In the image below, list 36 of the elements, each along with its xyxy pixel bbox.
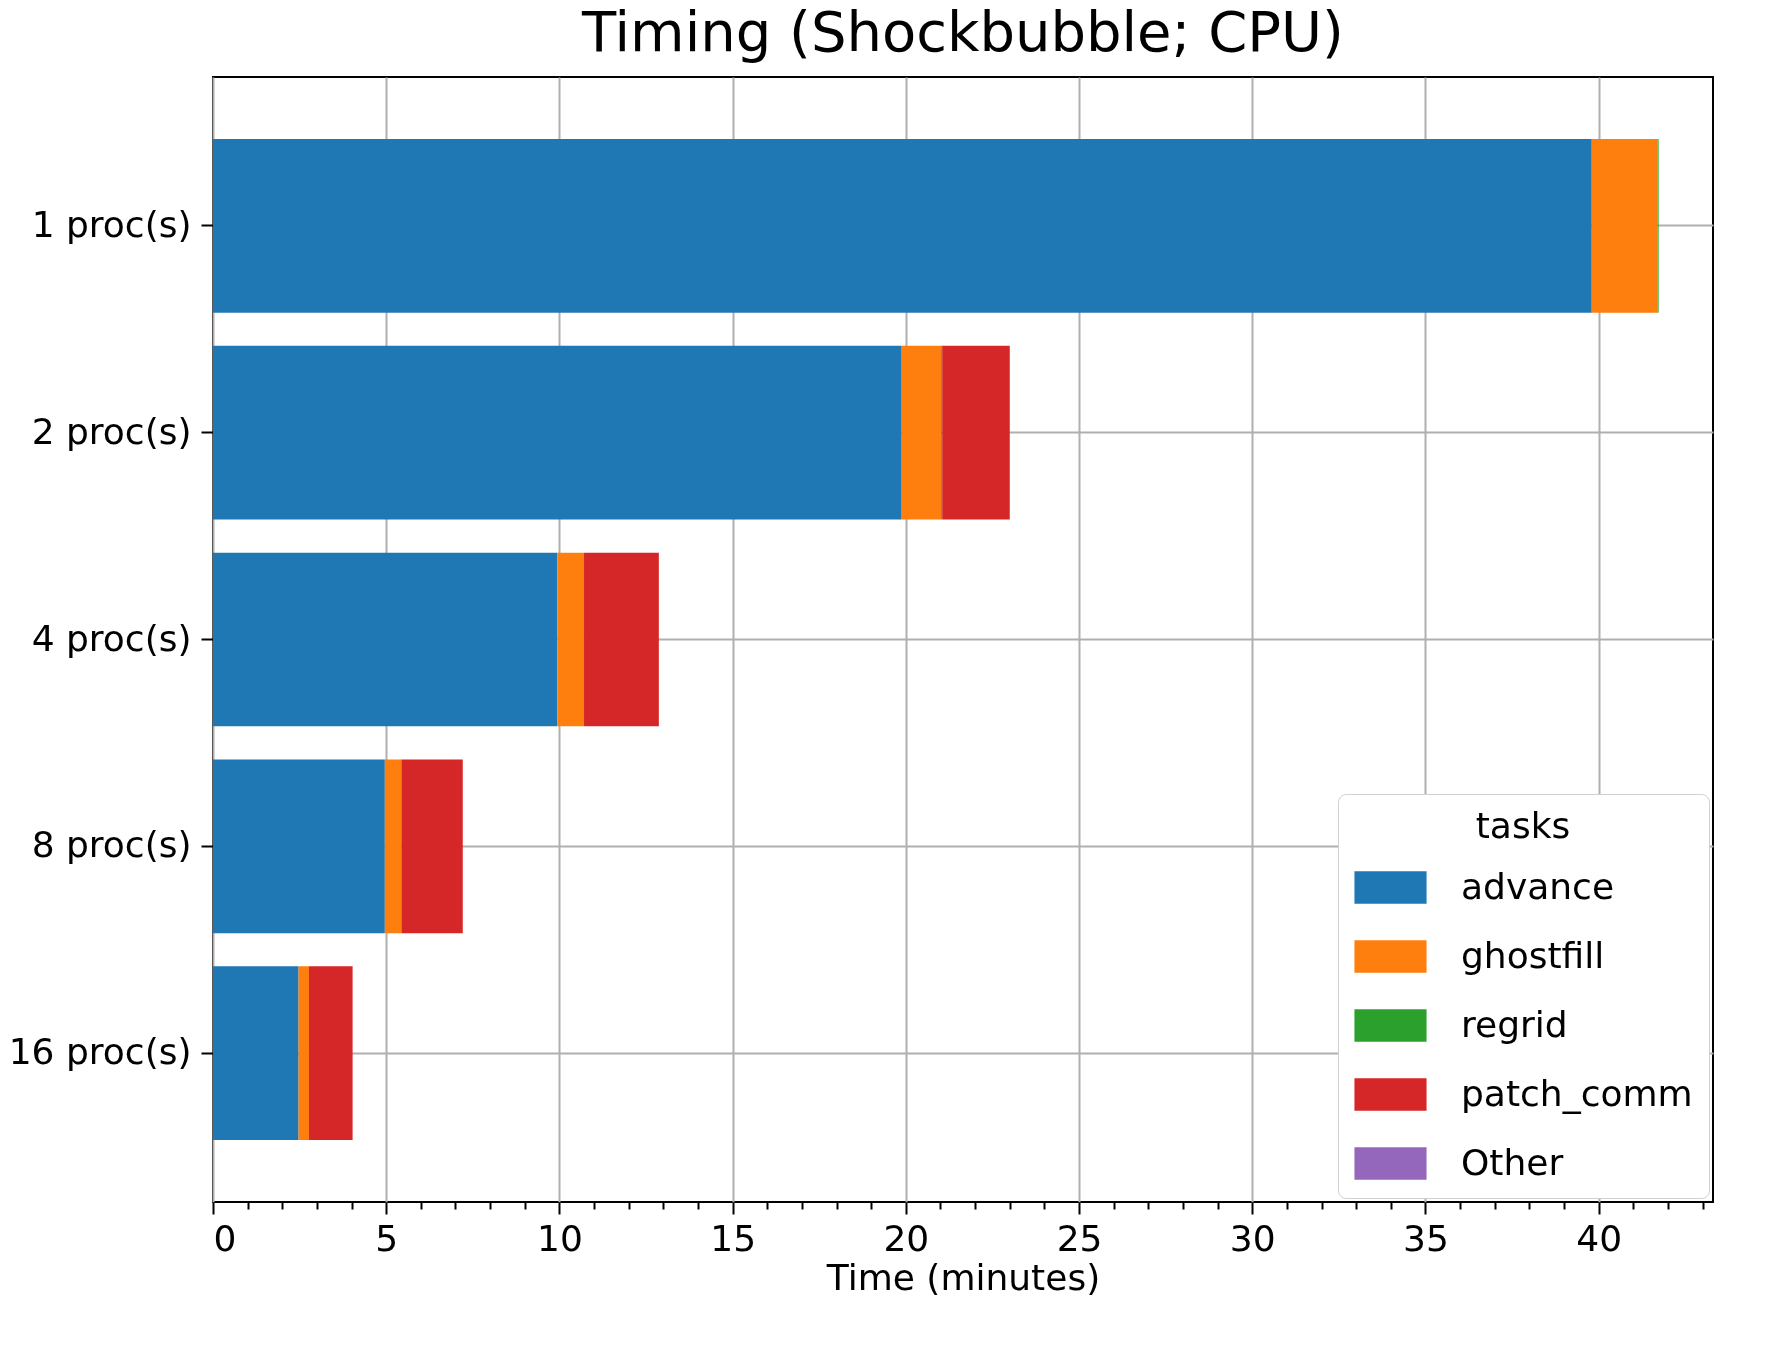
x-tick-label: 25: [1056, 1217, 1103, 1259]
legend-label: patch_comm: [1461, 1072, 1693, 1114]
bar: [901, 345, 942, 520]
bar: [942, 345, 1010, 520]
x-tick-label: 15: [710, 1217, 757, 1259]
bar: [384, 759, 402, 934]
bar: [308, 966, 353, 1140]
chart-title: Timing (Shockbubble; CPU): [581, 0, 1344, 64]
bar: [401, 759, 463, 934]
bar: [213, 345, 902, 520]
bar: [557, 552, 585, 727]
y-tick-label: 16 proc(s): [8, 1031, 192, 1073]
x-tick-label: 30: [1229, 1217, 1276, 1259]
bar: [213, 552, 558, 727]
bar: [213, 966, 299, 1140]
bar: [1591, 139, 1658, 313]
bar: [584, 552, 659, 727]
y-tick-label: 8 proc(s): [31, 824, 192, 866]
y-tick-label: 4 proc(s): [31, 617, 192, 659]
x-tick-label: 0: [213, 1217, 237, 1259]
legend-label: ghostfill: [1461, 934, 1605, 976]
y-tick-label: 2 proc(s): [31, 410, 192, 452]
x-tick-label: 20: [883, 1217, 930, 1259]
x-tick-label: 5: [375, 1217, 399, 1259]
bar: [213, 759, 385, 934]
legend-title: tasks: [1475, 805, 1571, 846]
bar: [213, 139, 1592, 313]
legend-label: advance: [1461, 865, 1615, 907]
legend-label: regrid: [1461, 1003, 1568, 1045]
x-axis-title: Time (minutes): [825, 1256, 1101, 1298]
x-tick-label: 35: [1403, 1217, 1449, 1259]
legend-label: Other: [1461, 1141, 1564, 1183]
bar: [298, 966, 309, 1140]
y-tick-label: 1 proc(s): [31, 203, 192, 245]
x-tick-label: 10: [537, 1217, 583, 1259]
x-tick-label: 40: [1576, 1217, 1623, 1259]
